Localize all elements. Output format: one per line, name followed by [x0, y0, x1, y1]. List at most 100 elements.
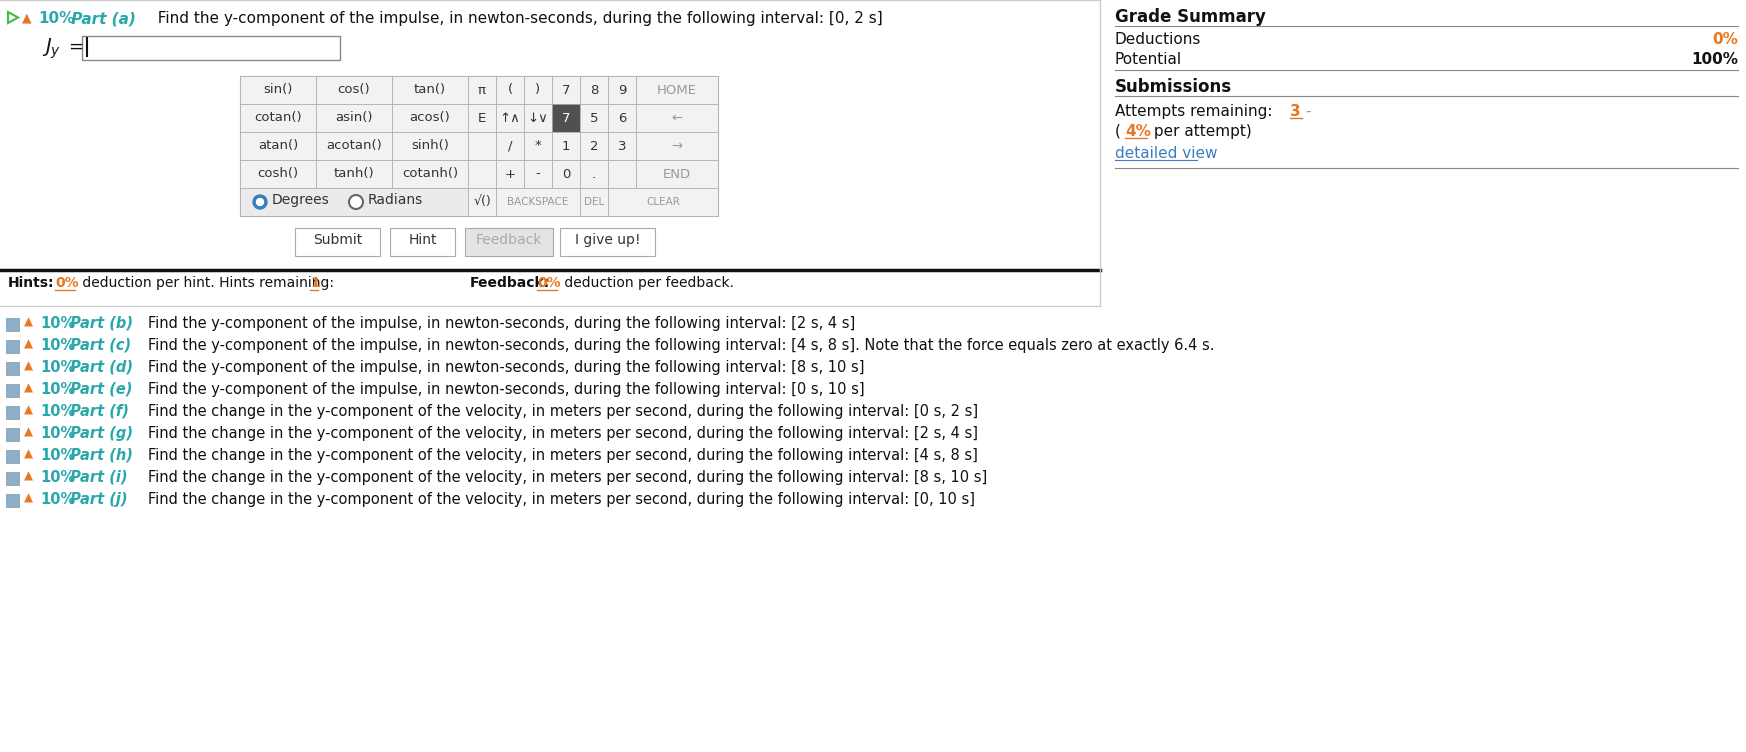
Bar — [636, 104, 718, 132]
Bar — [316, 76, 393, 104]
Text: 10%: 10% — [40, 426, 75, 441]
Bar — [393, 160, 468, 188]
Bar — [464, 228, 553, 256]
Circle shape — [349, 195, 363, 209]
Bar — [552, 104, 580, 132]
Bar — [580, 160, 608, 188]
Text: →: → — [672, 140, 683, 153]
Text: Part (c): Part (c) — [65, 338, 131, 353]
Text: 7: 7 — [562, 111, 571, 125]
Text: .: . — [592, 168, 595, 180]
Circle shape — [253, 195, 267, 209]
Text: 10%: 10% — [40, 338, 75, 353]
Text: Feedback:: Feedback: — [470, 276, 550, 290]
Bar — [316, 104, 393, 132]
Bar — [0, 270, 1100, 306]
Text: Part (i): Part (i) — [65, 470, 127, 485]
Bar — [636, 132, 718, 160]
Text: ▲: ▲ — [24, 360, 33, 373]
Text: Attempts remaining:: Attempts remaining: — [1116, 104, 1273, 119]
Text: 100%: 100% — [1690, 52, 1737, 67]
Bar — [608, 104, 636, 132]
Text: ←: ← — [672, 111, 683, 125]
Bar — [608, 160, 636, 188]
Text: Find the change in the y-component of the velocity, in meters per second, during: Find the change in the y-component of th… — [148, 492, 974, 507]
Bar — [468, 188, 496, 216]
Bar — [316, 132, 393, 160]
Circle shape — [257, 199, 264, 205]
Bar — [5, 384, 19, 397]
Text: 10%: 10% — [40, 316, 75, 331]
Text: √(): √() — [473, 196, 491, 208]
Text: 2: 2 — [590, 140, 599, 153]
Bar — [5, 362, 19, 375]
Text: Grade Summary: Grade Summary — [1116, 8, 1266, 26]
Bar — [5, 472, 19, 485]
Text: ▲: ▲ — [24, 382, 33, 395]
Text: Submissions: Submissions — [1116, 78, 1233, 96]
Text: 3: 3 — [618, 140, 627, 153]
Text: ↓∨: ↓∨ — [527, 111, 548, 125]
Text: tanh(): tanh() — [333, 168, 374, 180]
Text: 8: 8 — [590, 83, 599, 96]
Text: ▲: ▲ — [24, 426, 33, 439]
Text: 10%: 10% — [40, 448, 75, 463]
Bar — [5, 318, 19, 331]
Bar — [393, 132, 468, 160]
Bar — [5, 428, 19, 441]
Text: -: - — [536, 168, 540, 180]
Text: ▲: ▲ — [23, 11, 31, 24]
Text: 10%: 10% — [38, 11, 75, 26]
Bar — [552, 132, 580, 160]
Text: 0%: 0% — [1713, 32, 1737, 47]
Text: acos(): acos() — [410, 111, 450, 125]
Text: tan(): tan() — [414, 83, 445, 96]
Text: 0: 0 — [562, 168, 571, 180]
Text: 10%: 10% — [40, 382, 75, 397]
Bar — [5, 450, 19, 463]
Text: per attempt): per attempt) — [1149, 124, 1252, 139]
Bar — [468, 76, 496, 104]
Bar — [239, 132, 316, 160]
Text: =: = — [68, 38, 84, 56]
Bar — [552, 76, 580, 104]
Text: acotan(): acotan() — [327, 140, 382, 153]
Text: -: - — [1304, 104, 1311, 119]
Text: Part (e): Part (e) — [65, 382, 133, 397]
Bar — [524, 104, 552, 132]
Text: ▲: ▲ — [24, 316, 33, 329]
Bar — [524, 160, 552, 188]
Text: Part (j): Part (j) — [65, 492, 127, 507]
Text: ▲: ▲ — [24, 448, 33, 461]
Text: Feedback: Feedback — [477, 233, 543, 247]
Text: ▲: ▲ — [24, 492, 33, 505]
Bar — [239, 188, 468, 216]
Text: Part (a): Part (a) — [66, 11, 136, 26]
Text: cotanh(): cotanh() — [402, 168, 457, 180]
Text: Part (b): Part (b) — [65, 316, 133, 331]
Text: Part (h): Part (h) — [65, 448, 133, 463]
Text: I give up!: I give up! — [574, 233, 641, 247]
Text: 7: 7 — [562, 83, 571, 96]
Text: Find the y-component of the impulse, in newton-seconds, during the following int: Find the y-component of the impulse, in … — [148, 11, 883, 26]
Text: Find the y-component of the impulse, in newton-seconds, during the following int: Find the y-component of the impulse, in … — [148, 382, 864, 397]
Text: deduction per hint. Hints remaining:: deduction per hint. Hints remaining: — [79, 276, 339, 290]
Text: Submit: Submit — [313, 233, 361, 247]
Bar — [580, 76, 608, 104]
Bar — [580, 188, 608, 216]
Text: cotan(): cotan() — [255, 111, 302, 125]
Text: Degrees: Degrees — [272, 193, 330, 207]
Bar — [239, 76, 718, 216]
Bar — [636, 160, 718, 188]
Text: cos(): cos() — [337, 83, 370, 96]
Text: Radians: Radians — [368, 193, 423, 207]
Bar — [608, 76, 636, 104]
Bar — [468, 160, 496, 188]
Text: HOME: HOME — [656, 83, 697, 96]
Bar — [239, 104, 316, 132]
Text: (: ( — [1116, 124, 1121, 139]
Text: ▲: ▲ — [24, 470, 33, 483]
Text: Find the y-component of the impulse, in newton-seconds, during the following int: Find the y-component of the impulse, in … — [148, 360, 864, 375]
Text: 4%: 4% — [1124, 124, 1151, 139]
Bar — [552, 160, 580, 188]
